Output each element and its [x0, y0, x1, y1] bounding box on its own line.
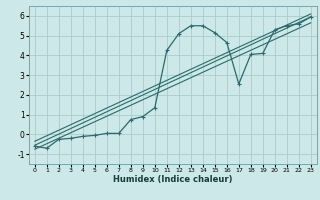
X-axis label: Humidex (Indice chaleur): Humidex (Indice chaleur): [113, 175, 233, 184]
